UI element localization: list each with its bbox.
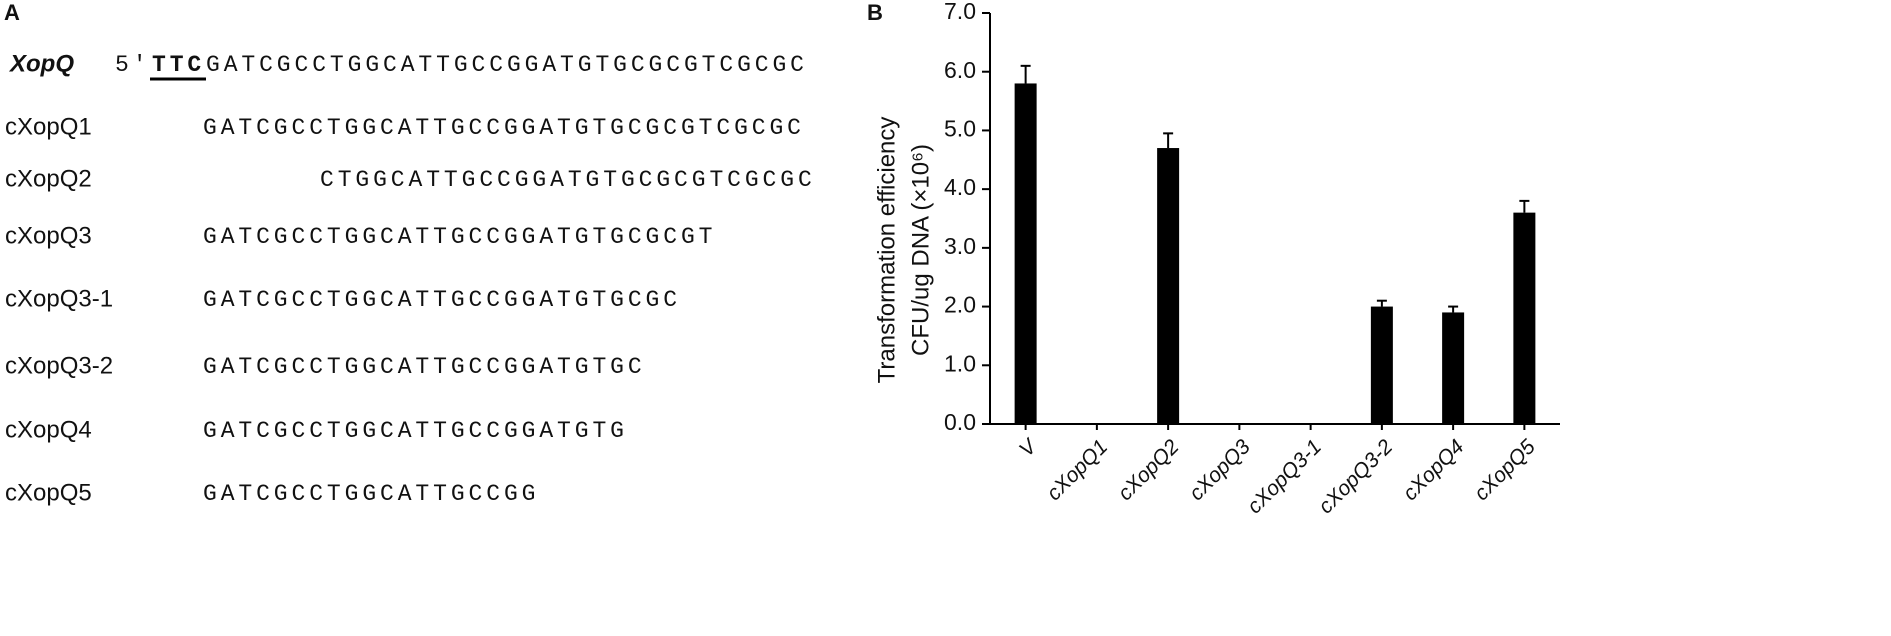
- y-tick-label: 2.0: [944, 292, 976, 318]
- error-bar: [1020, 64, 1031, 84]
- construct-name: cXopQ3: [5, 222, 92, 249]
- panel-label: B: [867, 0, 883, 25]
- sequence: GATCGCCTGGCATTGCCGGATGTGCGCGT: [203, 224, 716, 250]
- reference-name: XopQ: [8, 50, 74, 77]
- prime-end: 5′: [115, 52, 150, 78]
- sequence: GATCGCCTGGCATTGCCGGATGTGCGC: [203, 287, 681, 313]
- y-tick-label: 4.0: [944, 174, 976, 200]
- sequence: GATCGCCTGGCATTGCCGG: [203, 481, 539, 507]
- highlight-codon: TTC: [152, 52, 205, 78]
- error-bar: [1163, 132, 1174, 149]
- y-tick-label: 5.0: [944, 116, 976, 142]
- bar: [1513, 212, 1536, 424]
- x-tick-label: cXopQ4: [1399, 435, 1469, 505]
- x-tick-label: cXopQ3-1: [1243, 435, 1326, 518]
- construct-name: cXopQ5: [5, 479, 92, 506]
- y-tick-label: 0.0: [944, 409, 976, 435]
- y-tick-label: 1.0: [944, 350, 976, 376]
- error-bar: [1376, 299, 1387, 307]
- construct-name: cXopQ3-1: [5, 285, 113, 312]
- y-tick-label: 6.0: [944, 57, 976, 83]
- construct-name: cXopQ1: [5, 113, 92, 140]
- x-tick-label: cXopQ1: [1042, 435, 1112, 505]
- x-tick-label: V: [1015, 434, 1043, 462]
- sequence: GATCGCCTGGCATTGCCGGATGTG: [203, 418, 628, 444]
- panel-label: A: [4, 0, 20, 25]
- bar: [1014, 83, 1037, 424]
- error-bar: [1448, 305, 1459, 313]
- y-label-line: Transformation efficiency: [873, 117, 900, 384]
- x-tick-label: cXopQ3: [1185, 435, 1255, 505]
- bar: [1442, 312, 1465, 424]
- y-label-line: CFU/ug DNA (×10⁶): [907, 144, 934, 356]
- bar: [1157, 148, 1180, 425]
- construct-name: cXopQ3-2: [5, 352, 113, 379]
- sequence: CTGGCATTGCCGGATGTGCGCGTCGCGC: [320, 167, 816, 193]
- x-tick-label: cXopQ2: [1114, 435, 1184, 505]
- y-axis-title: Transformation efficiency CFU/ug DNA (×1…: [873, 117, 934, 384]
- construct-name: cXopQ4: [5, 416, 92, 443]
- construct-name: cXopQ2: [5, 165, 92, 192]
- sequence: GATCGCCTGGCATTGCCGGATGTGC: [203, 354, 646, 380]
- bar: [1370, 306, 1393, 424]
- sequence: GATCGCCTGGCATTGCCGGATGTGCGCGTCGCGC: [203, 115, 805, 141]
- x-tick-label: cXopQ5: [1470, 435, 1540, 505]
- reference-sequence: GATCGCCTGGCATTGCCGGATGTGCGCGTCGCGC: [206, 52, 808, 78]
- error-bar: [1519, 199, 1530, 213]
- y-tick-label: 3.0: [944, 233, 976, 259]
- x-tick-label: cXopQ3-2: [1314, 435, 1397, 518]
- y-tick-label: 7.0: [944, 0, 976, 24]
